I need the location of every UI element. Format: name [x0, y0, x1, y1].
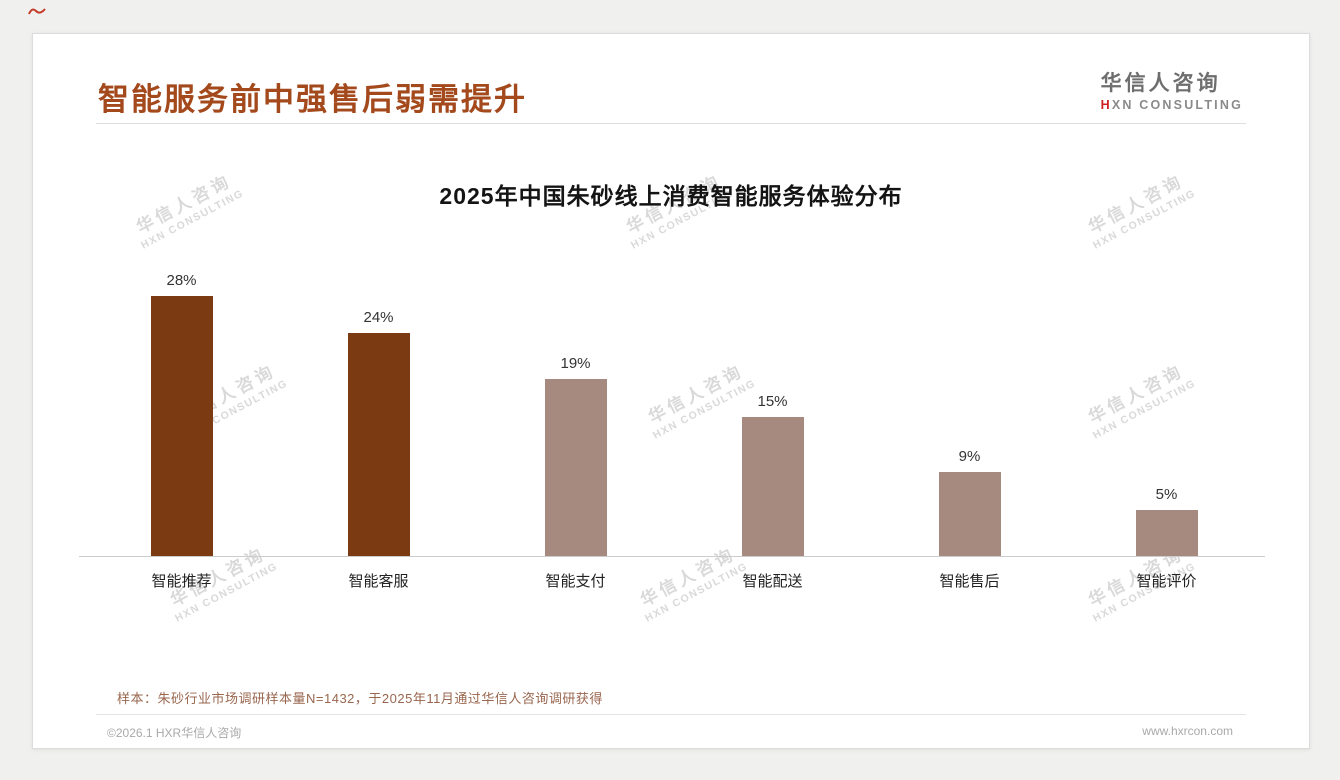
logo-en-rest: XN CONSULTING — [1111, 98, 1243, 113]
x-axis-label: 智能支付 — [545, 573, 606, 590]
slide-card: 华信人咨询 HXN CONSULTING 华信人咨询 HXN CONSULTING 华信… — [32, 33, 1310, 749]
x-axis-label: 智能推荐 — [151, 573, 212, 590]
bar-column: 5% — [1068, 256, 1265, 556]
company-logo: 华信人咨询 HXN CONSULTING — [1101, 72, 1243, 112]
bar-column: 24% — [280, 256, 477, 556]
bar-value-label: 5% — [1155, 485, 1178, 503]
bar-chart: 28% 24% 19% 15% 9% 5% — [83, 256, 1265, 556]
bar-column: 9% — [871, 256, 1068, 556]
bar-value-label: 9% — [958, 448, 981, 466]
bar-value-label: 19% — [560, 355, 591, 373]
x-axis-label: 智能客服 — [348, 573, 409, 590]
logo-en-text: HXN CONSULTING — [1101, 98, 1243, 112]
bar-value-label: 28% — [166, 271, 197, 289]
page-title: 智能服务前中强售后弱需提升 — [98, 82, 527, 117]
footer-copyright: ©2026.1 HXR华信人咨询 — [107, 726, 242, 740]
x-axis-label: 智能售后 — [939, 573, 1000, 590]
bar-column: 19% — [477, 256, 674, 556]
logo-en-initial: H — [1100, 98, 1112, 113]
chart-title: 2025年中国朱砂线上消费智能服务体验分布 — [439, 183, 903, 209]
bar — [150, 295, 213, 556]
footer-website: www.hxrcon.com — [1142, 724, 1233, 738]
x-axis-line — [79, 556, 1265, 557]
bar-value-label: 24% — [363, 308, 394, 326]
bar — [938, 472, 1001, 556]
logo-cn-text: 华信人咨询 — [1100, 72, 1221, 95]
corner-mark — [28, 3, 46, 21]
footer-divider — [96, 714, 1246, 715]
bar-value-label: 15% — [757, 392, 788, 410]
x-axis-label: 智能配送 — [742, 573, 803, 590]
x-axis-label: 智能评价 — [1136, 573, 1197, 590]
header-divider — [96, 123, 1246, 124]
slide-content: 智能服务前中强售后弱需提升 华信人咨询 HXN CONSULTING 2025年… — [33, 34, 1309, 748]
bar-column: 15% — [674, 256, 871, 556]
x-axis-labels: 智能推荐 智能客服 智能支付 智能配送 智能售后 智能评价 — [83, 570, 1265, 591]
bar — [1135, 509, 1198, 556]
corner-squiggle-icon — [28, 8, 46, 15]
bar — [347, 332, 410, 556]
bar — [544, 379, 607, 556]
bar — [741, 416, 804, 556]
sample-footnote: 样本：朱砂行业市场调研样本量N=1432，于2025年11月通过华信人咨询调研获… — [117, 691, 603, 706]
bar-column: 28% — [83, 256, 280, 556]
